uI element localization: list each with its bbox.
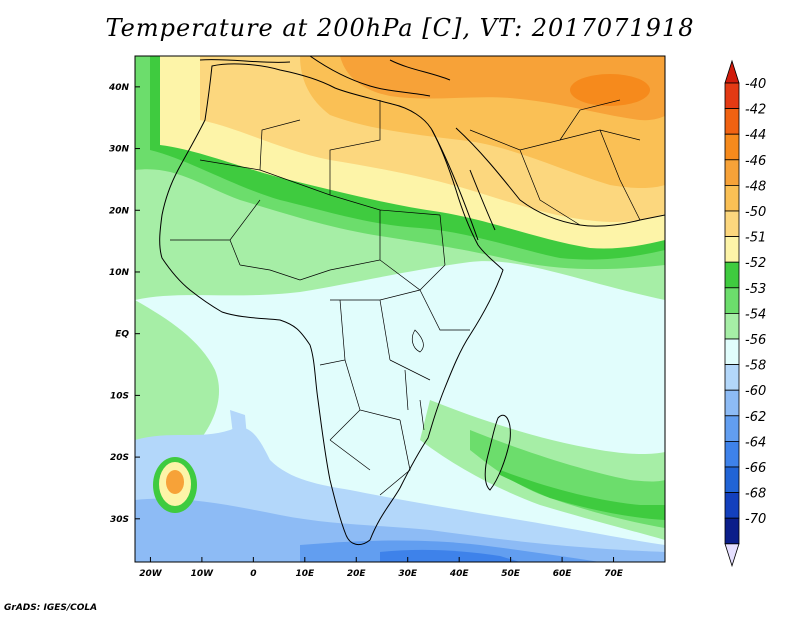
colorbar-swatch: [724, 389, 740, 417]
colorbar-swatch: [724, 261, 740, 289]
madagascar-coastline: [484, 414, 511, 491]
colorbar-label: -48: [745, 179, 766, 194]
colorbar-label: -58: [745, 359, 766, 374]
colorbar-swatch: [724, 415, 740, 442]
colorbar-swatch: [724, 517, 740, 545]
lat-tick-label: 30S: [110, 515, 129, 525]
lon-axis: 20W 10W 0 10E 20E 30E 40E 50E 60E 70E: [139, 557, 624, 579]
country-borders: [170, 99, 641, 496]
field-band-44-spot: [570, 74, 650, 106]
lon-tick-label: 20W: [139, 569, 163, 579]
chart-title: Temperature at 200hPa [C], VT: 201707191…: [105, 14, 695, 42]
mediterranean-coastline: [199, 56, 451, 97]
colorbar-swatch: [724, 492, 740, 519]
colorbar-label: -51: [745, 231, 766, 246]
colorbar-label: -68: [745, 487, 766, 502]
colorbar: -40 -42 -44 -46 -48 -50 -51 -52 -53 -54 -56 -58 -60 -…: [724, 59, 766, 568]
colorbar-swatch: [724, 210, 740, 238]
colorbar-label: -50: [745, 205, 766, 220]
field-blob-orange: [166, 470, 184, 494]
arabia-coastline: [455, 127, 665, 227]
field-band-46: [340, 56, 665, 121]
colorbar-label: -64: [745, 435, 766, 450]
temperature-field: [135, 56, 665, 562]
lon-tick-label: 50E: [501, 569, 521, 579]
colorbar-label: -44: [745, 128, 766, 143]
grads-credit: GrADS: IGES/COLA: [4, 603, 98, 613]
lon-tick-label: 70E: [604, 569, 624, 579]
lat-axis: 40N 30N 20N 10N EQ 10S 20S 30S: [108, 83, 140, 525]
lon-tick-label: 0: [250, 569, 256, 579]
lon-tick-label: 40E: [449, 569, 470, 579]
colorbar-label: -62: [745, 410, 766, 425]
colorbar-swatch: [724, 440, 740, 468]
lat-tick-label: 10S: [110, 391, 129, 401]
lat-tick-label: 20N: [109, 206, 130, 216]
lon-tick-label: 60E: [553, 569, 573, 579]
border-lines: [170, 100, 470, 496]
field-band-52-south: [500, 470, 665, 520]
colorbar-swatch: [724, 159, 740, 186]
colorbar-label: -40: [745, 77, 766, 92]
lat-tick-label: 30N: [109, 145, 130, 155]
colorbar-label: -52: [745, 256, 766, 271]
red-sea-coastline: [431, 129, 496, 241]
colorbar-label: -70: [745, 512, 766, 527]
colorbar-label: -53: [745, 282, 766, 297]
lon-tick-label: 30E: [398, 569, 418, 579]
field-streak-58: [230, 410, 250, 475]
field-band-54-atlantic: [135, 300, 220, 450]
colorbar-swatch: [724, 82, 740, 110]
lon-tick-label: 20E: [347, 569, 367, 579]
lat-tick-label: EQ: [115, 330, 129, 340]
coastlines: [159, 56, 665, 546]
colorbar-swatch: [724, 236, 740, 263]
colorbar-label: -46: [745, 154, 766, 169]
field-band-62: [380, 549, 520, 562]
colorbar-bottom-arrow: [724, 543, 740, 568]
lon-tick-label: 10W: [191, 569, 215, 579]
field-band-58: [135, 498, 665, 562]
colorbar-label: -56: [745, 333, 766, 348]
colorbar-swatch: [724, 184, 740, 212]
colorbar-label: -54: [745, 307, 766, 322]
africa-coastline: [159, 63, 504, 546]
lat-tick-label: 40N: [108, 83, 130, 93]
colorbar-label: -60: [745, 384, 766, 399]
colorbar-swatch: [724, 364, 740, 391]
lat-tick-label: 10N: [109, 268, 130, 278]
colorbar-label: -42: [745, 103, 766, 118]
colorbar-swatch: [724, 108, 740, 135]
colorbar-swatch: [724, 133, 740, 161]
map-frame: [134, 55, 666, 563]
colorbar-swatch: [724, 466, 740, 494]
colorbar-swatch: [724, 338, 740, 366]
great-lakes: [404, 329, 425, 431]
colorbar-swatch: [724, 287, 740, 314]
arabia-borders: [469, 99, 641, 226]
colorbar-label: -66: [745, 461, 766, 476]
lon-tick-label: 10E: [295, 569, 315, 579]
colorbar-swatch: [724, 312, 740, 340]
colorbar-top-arrow: [724, 59, 740, 84]
lat-tick-label: 20S: [110, 453, 129, 463]
